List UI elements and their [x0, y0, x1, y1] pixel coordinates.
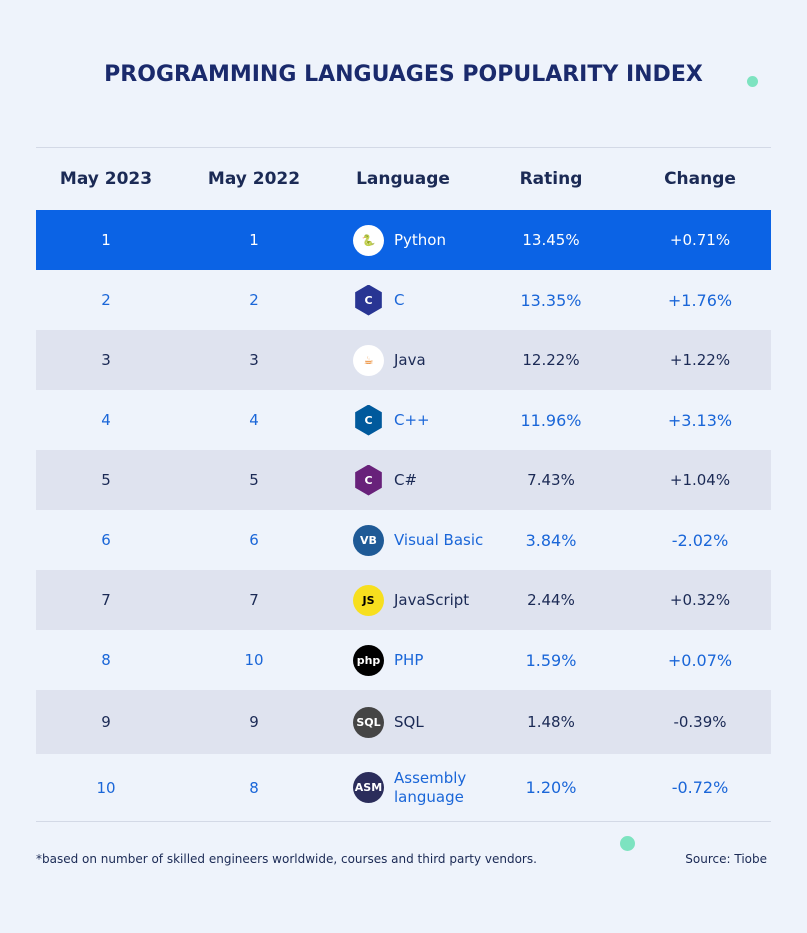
table-cell: 8 [101, 651, 111, 669]
table-cell: 2 [101, 291, 111, 309]
table-cell: 8 [249, 778, 259, 797]
language-name: C# [394, 470, 418, 489]
table-cell: 7 [249, 591, 259, 609]
row-background [36, 570, 771, 630]
table-cell: +0.32% [669, 591, 731, 609]
language-name: PHP [394, 650, 424, 669]
table-cell: 3.84% [525, 530, 577, 550]
table-cell: 2.44% [527, 591, 575, 609]
table-cell: 5 [101, 471, 111, 489]
language-name: Python [394, 230, 446, 249]
table-cell: 13.35% [520, 290, 582, 310]
language-name: C++ [394, 410, 430, 429]
table-cell: +1.76% [667, 290, 733, 310]
table-cell: 3 [249, 351, 259, 369]
table-cell: 1 [249, 231, 259, 249]
language-name: Assembly language [394, 768, 467, 806]
table-cell: 10 [244, 651, 264, 669]
language-icon: 🐍 [353, 224, 384, 256]
table-cell: +3.13% [667, 410, 733, 430]
footnote: *based on number of skilled engineers wo… [36, 852, 537, 866]
table-cell: 9 [249, 713, 259, 731]
column-header: May 2023 [59, 168, 153, 189]
table-cell: +0.71% [669, 231, 731, 249]
language-icon: ASM [353, 772, 384, 803]
table-cell: 7 [101, 591, 111, 609]
table-cell: 5 [249, 471, 259, 489]
rule [36, 821, 771, 822]
table-cell: 7.43% [527, 471, 575, 489]
table-cell: 1.20% [525, 778, 577, 797]
table-cell: +1.04% [669, 471, 731, 489]
language-name: JavaScript [394, 590, 470, 609]
table-cell: 13.45% [522, 231, 580, 249]
table-cell: 9 [101, 713, 111, 731]
row-background [36, 450, 771, 510]
row-background [36, 690, 771, 754]
language-icon: JS [353, 584, 384, 616]
table-cell: -0.72% [671, 778, 729, 797]
table-cell: 1.48% [527, 713, 575, 731]
row-background [36, 210, 771, 270]
table-cell: +0.07% [667, 650, 733, 670]
table-cell: 2 [249, 291, 259, 309]
table-cell: +1.22% [669, 351, 731, 369]
table-cell: 6 [249, 531, 259, 549]
table-cell: -0.39% [673, 713, 727, 731]
table-cell: 11.96% [520, 410, 582, 430]
language-icon: ☕ [353, 344, 384, 376]
language-icon: VB [353, 524, 384, 556]
language-icon: SQL [353, 706, 384, 738]
column-header: Change [664, 168, 736, 189]
rule [36, 147, 771, 148]
language-name: Java [394, 350, 426, 369]
language-name: SQL [394, 712, 424, 731]
dot [747, 76, 758, 87]
column-header: Language [356, 168, 450, 189]
table-cell: 6 [101, 531, 111, 549]
title: PROGRAMMING LANGUAGES POPULARITY INDEX [104, 62, 703, 87]
table-cell: 1.59% [525, 650, 577, 670]
dot [620, 836, 635, 851]
column-header: Rating [519, 168, 583, 189]
table-cell: 1 [101, 231, 111, 249]
table-cell: 4 [249, 411, 259, 429]
table-cell: -2.02% [671, 530, 729, 550]
table-cell: 3 [101, 351, 111, 369]
language-icon: php [353, 644, 384, 676]
source: Source: Tiobe [685, 852, 767, 866]
language-name: Visual Basic [394, 530, 484, 549]
language-name: C [394, 290, 405, 309]
table-cell: 4 [101, 411, 111, 429]
table-cell: 10 [96, 778, 116, 797]
column-header: May 2022 [207, 168, 301, 189]
row-background [36, 330, 771, 390]
table-cell: 12.22% [522, 351, 580, 369]
